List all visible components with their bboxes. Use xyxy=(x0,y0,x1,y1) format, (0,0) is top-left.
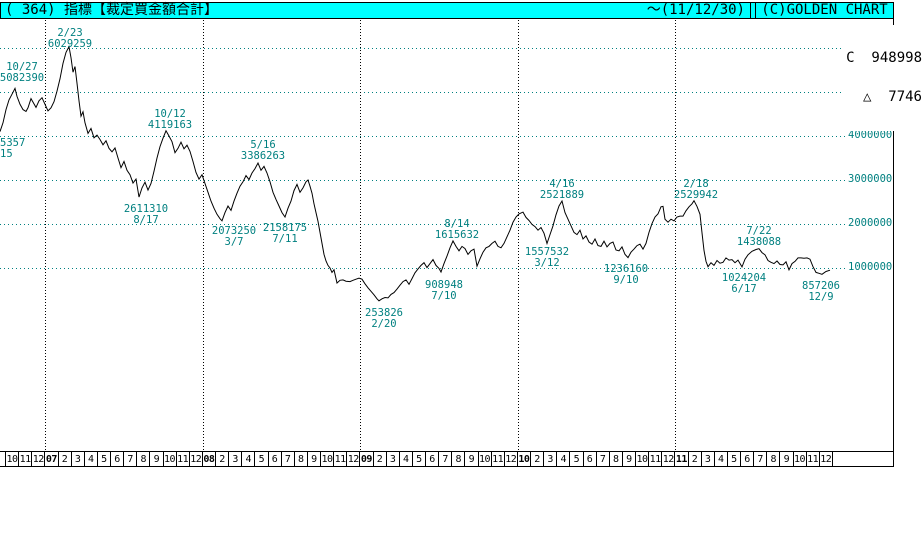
x-axis-month-cell: 2 xyxy=(531,452,545,466)
chart-annotation: 857206 12/9 xyxy=(802,280,840,303)
x-axis-month-cell: 4 xyxy=(242,452,256,466)
x-axis-month-cell: 9 xyxy=(465,452,479,466)
chart-annotation: 8/14 1615632 xyxy=(434,218,480,241)
x-axis-month-cell: 8 xyxy=(452,452,466,466)
x-axis-month-cell: 12 xyxy=(32,452,46,466)
x-axis-month-cell: 6 xyxy=(584,452,597,466)
x-axis-month-cell: 4 xyxy=(85,452,98,466)
x-axis-month-cell: 9 xyxy=(308,452,321,466)
x-axis-month-cell: 7 xyxy=(282,452,295,466)
x-axis-month-cell: 7 xyxy=(754,452,768,466)
x-axis-month-cell: 10 xyxy=(321,452,335,466)
x-axis-month-cell: 4 xyxy=(557,452,571,466)
x-axis-month-cell: 5 xyxy=(255,452,269,466)
x-axis-month-cell: 11 xyxy=(649,452,663,466)
chart-annotation: 2611310 8/17 xyxy=(123,203,169,226)
x-axis-month-cell: 3 xyxy=(544,452,558,466)
x-axis-month-cell: 12 xyxy=(505,452,518,466)
x-axis-month-cell: 10 xyxy=(6,452,20,466)
x-axis-month-cell: 8 xyxy=(767,452,781,466)
quote-panel: C 948998 △ 7746 xyxy=(841,25,922,131)
chart-annotation: 2158175 7/11 xyxy=(262,222,308,245)
chart-annotation: 1024204 6/17 xyxy=(721,272,767,295)
x-axis-month-cell: 5 xyxy=(728,452,741,466)
y-axis-tick-label: 1000000 xyxy=(848,261,893,273)
date-range-label: ～(11/12/30) xyxy=(646,2,745,18)
chart-annotation: 2073250 3/7 xyxy=(211,225,257,248)
chart-annotation: 2/23 6029259 xyxy=(47,27,93,50)
x-axis-pad-cell xyxy=(0,452,6,466)
chart-annotation: 5357 15 xyxy=(0,137,26,160)
x-axis-month-cell: 7 xyxy=(597,452,610,466)
x-axis-month-cell: 12 xyxy=(347,452,361,466)
chart-annotation: 908948 7/10 xyxy=(425,279,463,302)
page-title: ( 364) 指標【裁定買金額合計】 xyxy=(5,2,219,18)
x-axis-month-cell: 3 xyxy=(229,452,243,466)
x-axis-month-cell: 11 xyxy=(177,452,190,466)
copyright-label: (C)GOLDEN CHART xyxy=(761,2,888,18)
x-axis-month-cell: 12 xyxy=(190,452,203,466)
x-axis-month-cell: 2 xyxy=(216,452,230,466)
x-axis-month-cell: 3 xyxy=(387,452,400,466)
x-axis-year-cell: 10 xyxy=(518,452,531,466)
x-axis-month-cell: 9 xyxy=(623,452,636,466)
change-value: △ 7746 xyxy=(862,89,922,105)
chart-annotation: 10/12 4119163 xyxy=(147,108,193,131)
x-axis-month-cell: 7 xyxy=(439,452,453,466)
x-axis-month-cell: 5 xyxy=(98,452,111,466)
close-value: C 948998 xyxy=(846,50,922,66)
x-axis-month-cell: 2 xyxy=(374,452,387,466)
x-axis-month-cell: 9 xyxy=(150,452,164,466)
x-axis-filler xyxy=(833,452,893,466)
x-axis-month-cell: 11 xyxy=(807,452,820,466)
x-axis-month-cell: 10 xyxy=(164,452,177,466)
x-axis-month-cell: 12 xyxy=(820,452,833,466)
chart-annotation: 1236160 9/10 xyxy=(603,263,649,286)
x-axis-month-cell: 12 xyxy=(662,452,676,466)
x-axis-month-cell: 8 xyxy=(137,452,151,466)
x-axis-month-cell: 7 xyxy=(124,452,138,466)
x-axis-month-cell: 5 xyxy=(413,452,426,466)
chart-annotation: 5/16 3386263 xyxy=(240,139,286,162)
chart-annotation: 2/18 2529942 xyxy=(673,178,719,201)
y-axis-tick-label: 4000000 xyxy=(848,129,893,141)
x-axis-month-cell: 3 xyxy=(72,452,85,466)
x-axis-month-cell: 4 xyxy=(400,452,413,466)
x-axis-year-cell: 08 xyxy=(203,452,216,466)
y-axis-tick-label: 3000000 xyxy=(848,173,893,185)
x-axis-bar: 10 11 12 07 2 3 4 5 6 7 8 9 10 11 12 08 2 3 4 5 6 7 8 9 10 11 12 09… xyxy=(0,451,894,467)
price-line xyxy=(0,45,831,302)
x-axis-month-cell: 2 xyxy=(59,452,72,466)
x-axis-month-cell: 3 xyxy=(702,452,715,466)
x-axis-month-cell: 10 xyxy=(636,452,650,466)
y-axis-tick-label: 2000000 xyxy=(848,217,893,229)
x-axis-month-cell: 11 xyxy=(19,452,33,466)
chart-annotation: 1557532 3/12 xyxy=(524,246,570,269)
x-axis-month-cell: 10 xyxy=(794,452,807,466)
x-axis-month-cell: 6 xyxy=(269,452,282,466)
x-axis-month-cell: 10 xyxy=(479,452,492,466)
x-axis-month-cell: 4 xyxy=(715,452,728,466)
x-axis-month-cell: 2 xyxy=(689,452,702,466)
x-axis-month-cell: 6 xyxy=(111,452,125,466)
x-axis-month-cell: 11 xyxy=(334,452,348,466)
x-axis-month-cell: 6 xyxy=(741,452,755,466)
x-axis-year-cell: 07 xyxy=(45,452,59,466)
x-axis-year-cell: 11 xyxy=(675,452,689,466)
header-bar: ( 364) 指標【裁定買金額合計】 ～(11/12/30) (C)GOLDEN… xyxy=(0,2,894,19)
header-divider xyxy=(750,3,756,18)
x-axis-year-cell: 09 xyxy=(360,452,374,466)
x-axis-month-cell: 8 xyxy=(610,452,623,466)
x-axis-month-cell: 6 xyxy=(426,452,440,466)
x-axis-month-cell: 11 xyxy=(492,452,505,466)
chart-annotation: 10/27 5082390 xyxy=(0,61,45,84)
chart-annotation: 7/22 1438088 xyxy=(736,225,782,248)
chart-annotation: 253826 2/20 xyxy=(365,307,403,330)
x-axis-month-cell: 9 xyxy=(780,452,794,466)
x-axis-month-cell: 5 xyxy=(570,452,584,466)
x-axis-month-cell: 8 xyxy=(295,452,308,466)
chart-annotation: 4/16 2521889 xyxy=(539,178,585,201)
